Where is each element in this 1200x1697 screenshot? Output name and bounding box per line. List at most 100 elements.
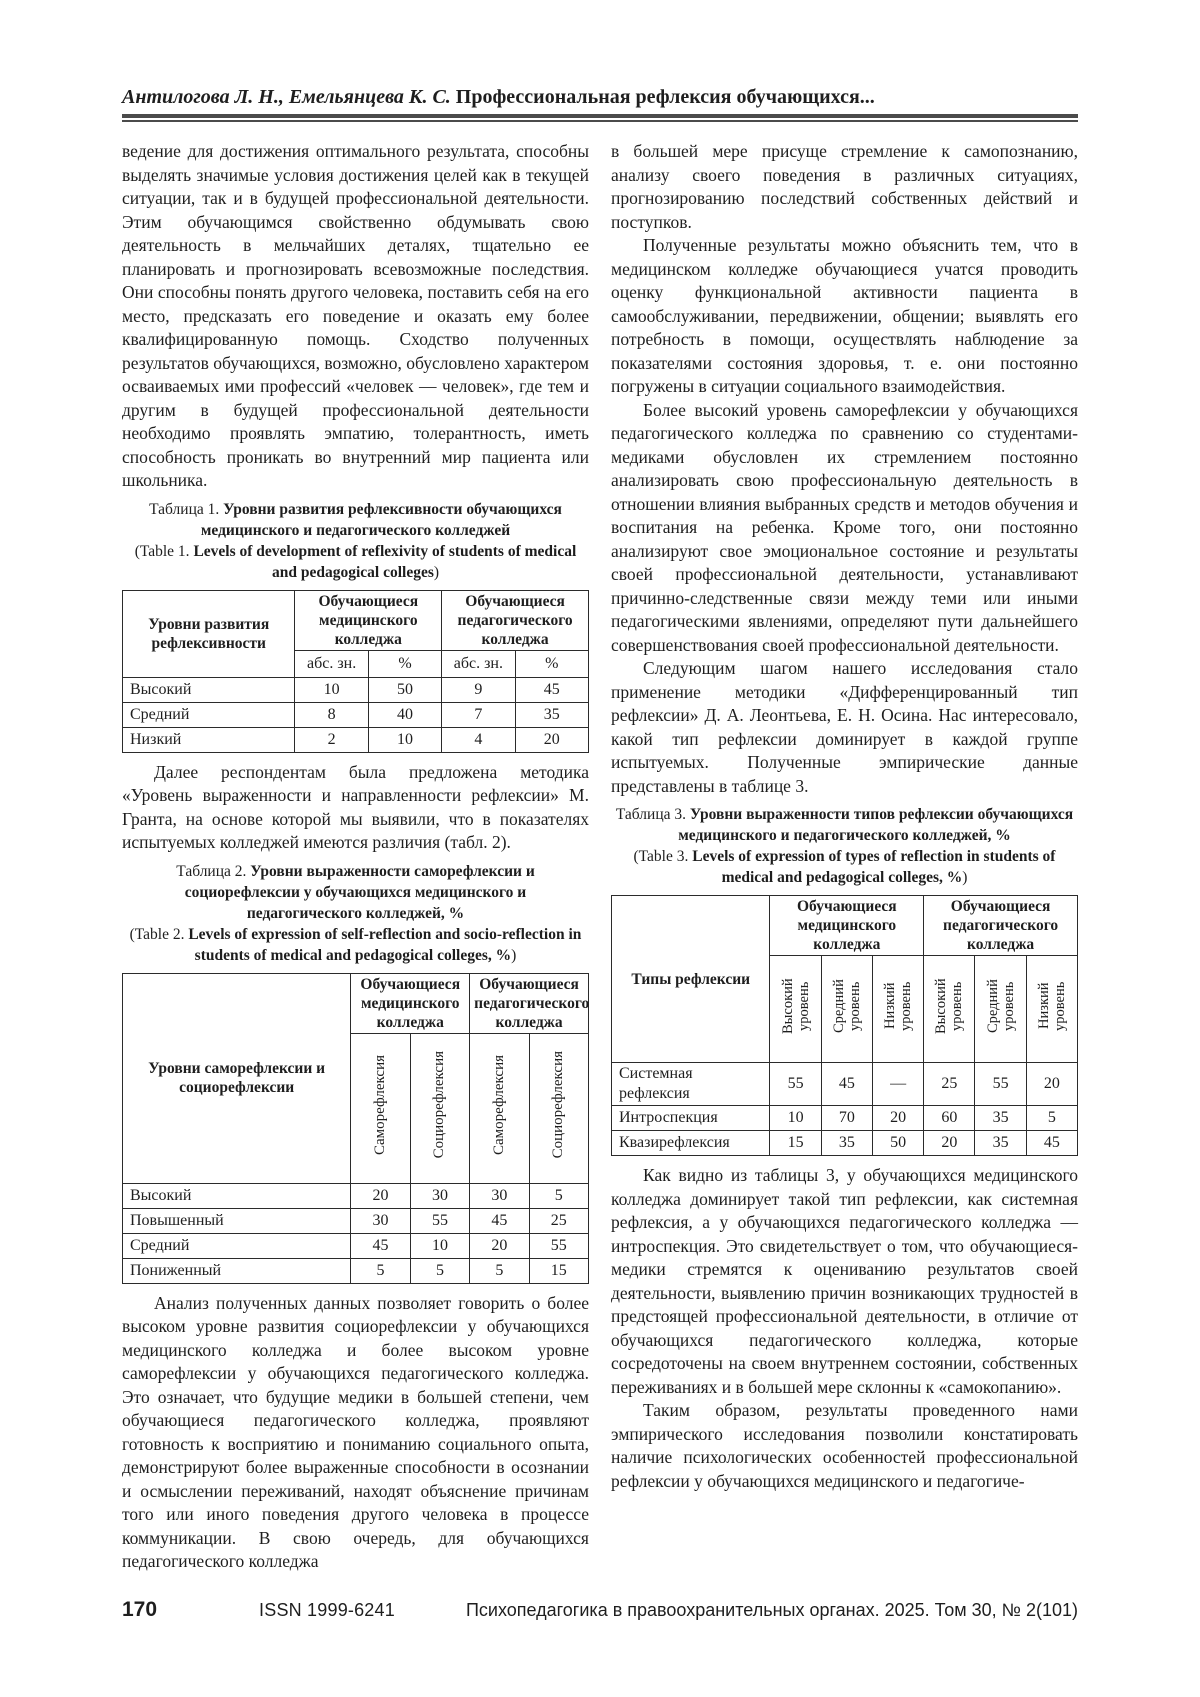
- table1-caption-ru-label: Таблица 1.: [149, 500, 224, 518]
- table3-caption-ru-label: Таблица 3.: [615, 806, 690, 823]
- body-paragraph: Анализ полученных данных позволяет говор…: [122, 1292, 589, 1572]
- t1-cell: 2: [294, 726, 369, 753]
- table-row: Низкий 2 10 4 20: [121, 726, 590, 753]
- body-paragraph: Далее респондентам была предложена метод…: [122, 761, 589, 853]
- table-2-self-socio-reflection: Уровни саморефлексии и социорефлексии Об…: [121, 972, 590, 1284]
- t3-subheader-low-level: Низкий уровень: [871, 955, 925, 1063]
- table3-caption-en-title: Levels of expression of types of reflect…: [692, 848, 1056, 886]
- t3-subheader-low-level: Низкий уровень: [1025, 955, 1079, 1063]
- table-3-reflection-types: Типы рефлексии Обучающиеся медицинского …: [610, 895, 1079, 1156]
- table2-caption: Таблица 2. Уровни выраженности саморефле…: [126, 861, 585, 966]
- t1-header-levels: Уровни развития рефлексивности: [121, 589, 296, 678]
- body-paragraph: Таким образом, результаты проведенного н…: [611, 1400, 1078, 1491]
- t3-subheader-high-level: Высокий уровень: [923, 955, 976, 1063]
- table-row: Системная рефлексия 55 45 — 25 55 20: [610, 1062, 1079, 1106]
- t1-row-label: Высокий: [121, 676, 296, 703]
- t2-row-label: Пониженный: [121, 1257, 352, 1284]
- t1-subheader-pct: %: [367, 649, 443, 678]
- t3-cell: 10: [769, 1105, 822, 1131]
- right-column: в большей мере присуще стремление к само…: [610, 140, 1079, 1574]
- t2-cell: 30: [469, 1182, 530, 1209]
- table1-caption: Таблица 1. Уровни развития рефлексивност…: [126, 499, 585, 583]
- t2-subheader-socio-reflection: Социорефлексия: [409, 1032, 471, 1184]
- header-rule: [122, 114, 1078, 122]
- t1-row-label: Низкий: [121, 726, 296, 753]
- page-number: 170: [122, 1598, 158, 1621]
- t2-header-med-college: Обучающиеся медицинского колледжа: [350, 972, 471, 1034]
- t2-cell: 30: [409, 1182, 471, 1209]
- table-row: Квазирефлексия 15 35 50 20 35 45: [610, 1130, 1079, 1156]
- table3-caption-en-close: ): [962, 869, 968, 886]
- t2-row-label: Средний: [121, 1232, 352, 1259]
- table2-caption-ru-label: Таблица 2.: [176, 862, 251, 880]
- t1-cell: 9: [441, 676, 516, 703]
- t3-cell: 45: [1025, 1130, 1079, 1156]
- t3-cell: 45: [820, 1062, 873, 1106]
- table1-caption-en-close: ): [433, 563, 440, 581]
- t3-header-ped-college: Обучающиеся педагогического колледжа: [923, 895, 1078, 956]
- t2-subheader-self-reflection: Саморефлексия: [469, 1032, 530, 1184]
- table3-caption: Таблица 3. Уровни выраженности типов реф…: [615, 804, 1074, 888]
- table1-caption-en-label: (Table 1.: [134, 542, 194, 560]
- t3-cell: 20: [923, 1130, 976, 1156]
- t1-cell: 40: [367, 701, 443, 728]
- t2-cell: 55: [409, 1207, 471, 1234]
- table-1-reflexivity-levels: Уровни развития рефлексивности Обучающие…: [121, 589, 590, 753]
- t3-cell: 5: [1025, 1105, 1079, 1131]
- t2-cell: 55: [528, 1232, 590, 1259]
- t2-cell: 10: [409, 1232, 471, 1259]
- t1-cell: 8: [294, 701, 369, 728]
- t2-subheader-self-reflection: Саморефлексия: [350, 1032, 411, 1184]
- t1-subheader-abs: абс. зн.: [294, 649, 369, 678]
- t2-cell: 15: [528, 1257, 590, 1284]
- t2-cell: 5: [528, 1182, 590, 1209]
- t2-row-label: Повышенный: [121, 1207, 352, 1234]
- running-head: Антилогова Л. Н., Емельянцева К. С. Проф…: [122, 86, 1078, 109]
- t2-cell: 25: [528, 1207, 590, 1234]
- table2-caption-en-close: ): [511, 946, 517, 964]
- table-row: Пониженный 5 5 5 15: [121, 1257, 590, 1284]
- t3-cell: 60: [923, 1105, 976, 1131]
- t3-cell: 15: [769, 1130, 822, 1156]
- t3-cell: 55: [974, 1062, 1027, 1106]
- table1-caption-ru-title: Уровни развития рефлексивности обучающих…: [200, 500, 562, 539]
- t2-header-ped-college: Обучающиеся педагогического колледжа: [469, 972, 589, 1034]
- t2-cell: 20: [350, 1182, 411, 1209]
- table2-caption-ru-title: Уровни выраженности саморефлексии и соци…: [184, 862, 535, 922]
- page-footer: 170 ISSN 1999-6241 Психопедагогика в пра…: [122, 1598, 1078, 1622]
- t2-subheader-socio-reflection: Социорефлексия: [528, 1032, 590, 1184]
- table1-caption-en-title: Levels of development of reflexivity of …: [193, 542, 577, 581]
- t1-cell: 10: [294, 676, 369, 703]
- table3-caption-ru-title: Уровни выраженности типов рефлексии обуч…: [678, 806, 1074, 844]
- table-row: Повышенный 30 55 45 25: [121, 1207, 590, 1234]
- t1-cell: 10: [367, 726, 443, 753]
- t3-row-label: Интроспекция: [610, 1105, 771, 1131]
- t1-subheader-pct: %: [514, 649, 590, 678]
- t1-cell: 45: [514, 676, 590, 703]
- left-column: ведение для достижения оптимального резу…: [121, 140, 590, 1574]
- t1-cell: 4: [441, 726, 516, 753]
- t3-cell: —: [871, 1062, 925, 1106]
- body-paragraph: Полученные результаты можно объяснить те…: [611, 235, 1078, 396]
- t2-cell: 45: [469, 1207, 530, 1234]
- body-paragraph: Как видно из таблицы 3, у обучающихся ме…: [611, 1165, 1078, 1397]
- t3-header-types: Типы рефлексии: [610, 895, 771, 1063]
- t3-cell: 70: [820, 1105, 873, 1131]
- t3-subheader-mid-level: Средний уровень: [820, 955, 873, 1063]
- t3-cell: 25: [923, 1062, 976, 1106]
- body-paragraph: в большей мере присуще стремление к само…: [611, 141, 1078, 232]
- t2-cell: 5: [409, 1257, 471, 1284]
- body-paragraph: Следующим шагом нашего исследования стал…: [611, 658, 1078, 796]
- t2-row-label: Высокий: [121, 1182, 352, 1209]
- table-row: Высокий 10 50 9 45: [121, 676, 590, 703]
- issn-label: ISSN 1999-6241: [259, 1600, 395, 1620]
- t3-row-label: Системная рефлексия: [610, 1062, 771, 1106]
- t3-subheader-mid-level: Средний уровень: [974, 955, 1027, 1063]
- running-head-authors: Антилогова Л. Н., Емельянцева К. С.: [122, 86, 456, 108]
- t3-cell: 50: [871, 1130, 925, 1156]
- t3-cell: 35: [974, 1105, 1027, 1131]
- table2-caption-en-title: Levels of expression of self-reflection …: [188, 925, 582, 964]
- t2-cell: 20: [469, 1232, 530, 1259]
- table3-caption-en-label: (Table 3.: [633, 848, 693, 865]
- table-row: Средний 8 40 7 35: [121, 701, 590, 728]
